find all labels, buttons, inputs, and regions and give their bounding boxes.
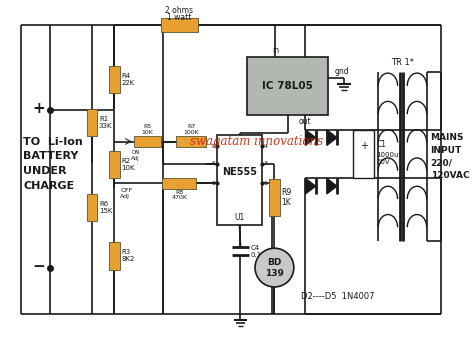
- Text: 6: 6: [211, 161, 215, 166]
- Bar: [353, 130, 374, 178]
- Bar: [134, 136, 161, 147]
- Bar: [109, 66, 120, 93]
- Bar: [161, 18, 198, 32]
- Text: TO  Li-Ion
BATTERY
UNDER
CHARGE: TO Li-Ion BATTERY UNDER CHARGE: [23, 137, 83, 191]
- Text: R8
470K: R8 470K: [172, 190, 187, 200]
- Text: 139: 139: [265, 269, 284, 278]
- Text: 4: 4: [264, 144, 268, 149]
- Text: R3
8K2: R3 8K2: [121, 249, 135, 263]
- Text: R4
22K: R4 22K: [121, 73, 135, 86]
- Text: 3: 3: [264, 161, 268, 166]
- Text: 2 ohms: 2 ohms: [165, 6, 193, 16]
- Text: U1: U1: [235, 213, 245, 222]
- Text: NE555: NE555: [222, 167, 257, 177]
- Text: −: −: [32, 259, 45, 274]
- Text: 0.1u: 0.1u: [250, 252, 266, 258]
- Text: R6
15K: R6 15K: [99, 201, 112, 214]
- Bar: [269, 179, 280, 216]
- Text: swagatam innovations: swagatam innovations: [191, 135, 324, 148]
- Polygon shape: [327, 130, 337, 145]
- Text: MAINS
INPUT
220/
120VAC: MAINS INPUT 220/ 120VAC: [430, 133, 469, 180]
- Text: OFF
Adj: OFF Adj: [120, 188, 133, 199]
- Text: TR 1*: TR 1*: [391, 58, 414, 67]
- Text: IC 78L05: IC 78L05: [262, 81, 313, 91]
- Text: 8: 8: [211, 144, 215, 149]
- Text: +: +: [360, 141, 368, 151]
- Text: R9
1K: R9 1K: [281, 188, 292, 208]
- Text: 1 watt: 1 watt: [167, 13, 191, 22]
- Text: 1: 1: [264, 181, 268, 186]
- Text: out: out: [299, 117, 311, 126]
- Bar: [87, 108, 98, 136]
- Bar: [176, 136, 206, 147]
- Text: R5
10K: R5 10K: [141, 124, 154, 135]
- Bar: [163, 178, 196, 189]
- Text: C1: C1: [376, 140, 386, 149]
- Text: in: in: [272, 46, 279, 55]
- Bar: [87, 194, 98, 221]
- Polygon shape: [327, 178, 337, 194]
- Text: R2
10K: R2 10K: [121, 158, 135, 171]
- Circle shape: [255, 248, 294, 287]
- Bar: [109, 151, 120, 178]
- Polygon shape: [305, 130, 316, 145]
- Text: R7
100K: R7 100K: [183, 124, 199, 135]
- Text: C4: C4: [250, 245, 259, 251]
- Text: +: +: [32, 101, 45, 116]
- Text: D2----D5  1N4007: D2----D5 1N4007: [301, 292, 374, 301]
- Polygon shape: [305, 178, 316, 194]
- Bar: [109, 242, 120, 269]
- Text: R1
33K: R1 33K: [99, 116, 112, 129]
- Text: ON
Adj: ON Adj: [131, 150, 140, 161]
- Bar: [247, 57, 328, 115]
- Bar: [217, 135, 262, 225]
- Text: gnd: gnd: [335, 67, 349, 76]
- Text: 2: 2: [211, 181, 215, 186]
- Text: BD: BD: [267, 258, 282, 267]
- Text: 1000uF
50V: 1000uF 50V: [376, 152, 403, 166]
